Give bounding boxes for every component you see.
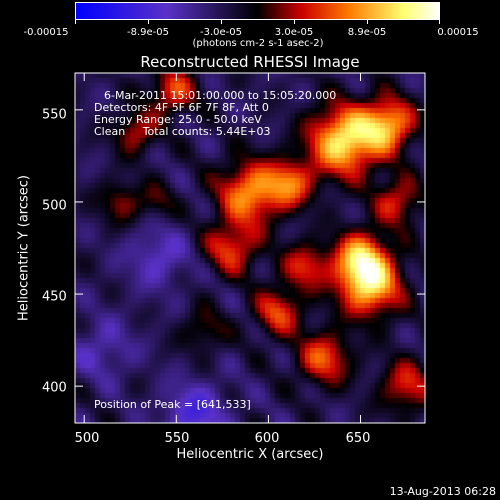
colorbar-tick-label: 3.0e-05 <box>274 27 314 38</box>
energy-range-text: Energy Range: 25.0 - 50.0 keV <box>94 113 262 126</box>
x-axis-label: Heliocentric X (arcsec) <box>176 447 324 462</box>
x-tick-label: 600 <box>254 431 280 446</box>
y-tick-label: 400 <box>42 380 67 396</box>
colorbar-units: (photons cm-2 s-1 asec-2) <box>192 38 324 49</box>
y-tick-label: 450 <box>42 289 67 305</box>
x-tick-label: 550 <box>164 431 190 446</box>
detectors-text: Detectors: 4F 5F 6F 7F 8F, Att 0 <box>94 101 269 114</box>
colorbar-tick-mark <box>148 20 149 24</box>
colorbar-tick-mark <box>75 20 76 24</box>
x-tick-label: 500 <box>74 431 100 446</box>
y-tick-label: 500 <box>42 198 67 214</box>
x-tick-label: 650 <box>345 431 371 446</box>
clean-counts-text: Clean Total counts: 5.44E+03 <box>94 125 271 138</box>
colorbar-tick-mark <box>439 20 440 24</box>
peak-position-text: Position of Peak = [641,533] <box>94 398 251 411</box>
colorbar-tick-label: 8.9e-05 <box>347 27 387 38</box>
colorbar-gradient <box>75 2 440 20</box>
colorbar-tick-mark <box>221 20 222 24</box>
colorbar-tick-mark <box>367 20 368 24</box>
y-axis-label: Heliocentric Y (arcsec) <box>16 175 32 321</box>
colorbar-tick-label: -3.0e-05 <box>200 27 242 38</box>
colorbar-tick-mark <box>294 20 295 24</box>
colorbar-tick-label: -0.00015 <box>23 27 69 38</box>
chart-title: Reconstructed RHESSI Image <box>140 53 360 71</box>
colorbar-tick-label: -8.9e-05 <box>127 27 169 38</box>
colorbar-tick-label: 0.00015 <box>437 27 479 38</box>
timestamp: 13-Aug-2013 06:28 <box>389 485 496 498</box>
time-range-text: 6-Mar-2011 15:01:00.000 to 15:05:20.000 <box>104 89 337 102</box>
y-tick-label: 550 <box>42 107 67 123</box>
